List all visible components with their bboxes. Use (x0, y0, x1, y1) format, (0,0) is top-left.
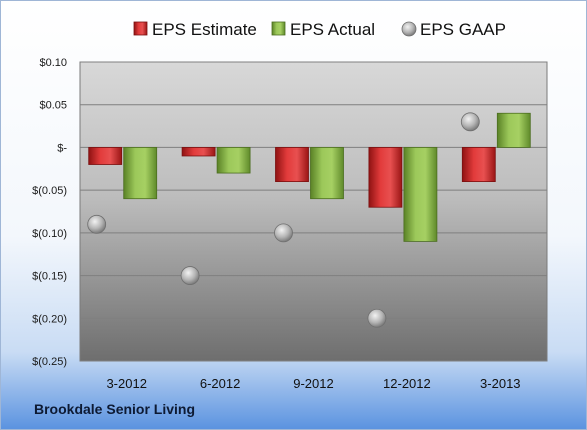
plot-area (79, 61, 548, 362)
y-tick-label: $(0.20) (32, 313, 67, 325)
eps-estimate-bar (181, 147, 216, 157)
eps-gaap-marker (367, 308, 387, 328)
legend-label: EPS GAAP (420, 20, 506, 39)
eps-actual-bar (123, 147, 158, 200)
x-tick-label: 3-2013 (480, 376, 520, 391)
gaap-markers (87, 112, 480, 328)
y-tick-label: $(0.10) (32, 228, 67, 240)
eps-actual-bar (496, 112, 531, 148)
eps-gaap-marker (274, 223, 293, 243)
legend-estimate-swatch (133, 21, 148, 36)
legend-label: EPS Actual (290, 20, 375, 39)
eps-gaap-marker (460, 112, 480, 132)
y-tick-label: $- (57, 142, 67, 154)
legend-gaap-swatch (401, 21, 417, 37)
legend: EPS Estimate EPS Actual EPS GAAP (133, 20, 506, 39)
eps-actual-bar (403, 147, 438, 242)
x-tick-label: 6-2012 (200, 376, 240, 391)
y-tick-label: $(0.15) (32, 271, 67, 283)
x-tick-label: 3-2012 (106, 376, 146, 391)
y-axis-ticks: $0.10 $0.05 $- $(0.05) $(0.10) $(0.15) $(0.20)… (32, 57, 67, 368)
y-tick-label: $(0.05) (32, 185, 67, 197)
eps-estimate-bar (88, 147, 123, 165)
eps-estimate-bar (461, 147, 496, 183)
bars (88, 112, 531, 242)
eps-estimate-bar (368, 147, 403, 208)
x-tick-label: 9-2012 (293, 376, 333, 391)
y-tick-label: $0.05 (39, 100, 67, 112)
x-tick-label: 12-2012 (383, 376, 431, 391)
x-axis-ticks: 3-2012 6-2012 9-2012 12-2012 3-2013 (106, 376, 520, 391)
y-tick-label: $(0.25) (32, 356, 67, 368)
y-tick-label: $0.10 (39, 57, 67, 69)
eps-gaap-marker (180, 266, 200, 285)
eps-gaap-marker (87, 214, 107, 234)
company-name: Brookdale Senior Living (34, 401, 196, 417)
eps-actual-bar (216, 147, 251, 174)
legend-actual-swatch (271, 21, 286, 36)
eps-estimate-bar (275, 147, 309, 183)
eps-actual-bar (310, 147, 344, 200)
legend-label: EPS Estimate (152, 20, 257, 39)
